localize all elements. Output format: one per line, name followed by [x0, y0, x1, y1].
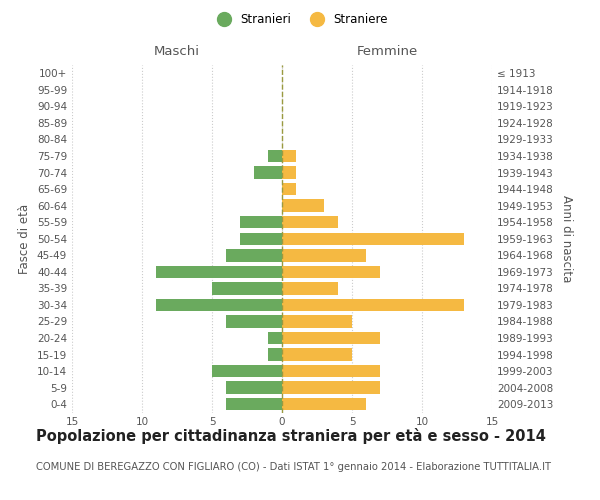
Bar	[282, 266, 380, 278]
Bar	[282, 282, 338, 294]
Bar	[254, 166, 282, 179]
Bar	[212, 282, 282, 294]
Bar	[282, 398, 366, 410]
Bar	[282, 348, 352, 361]
Bar	[282, 298, 464, 311]
Text: Popolazione per cittadinanza straniera per età e sesso - 2014: Popolazione per cittadinanza straniera p…	[36, 428, 546, 444]
Bar	[240, 232, 282, 245]
Bar	[282, 150, 296, 162]
Bar	[282, 216, 338, 228]
Bar	[156, 266, 282, 278]
Bar	[212, 365, 282, 378]
Bar	[268, 150, 282, 162]
Bar	[282, 232, 464, 245]
Y-axis label: Anni di nascita: Anni di nascita	[560, 195, 573, 282]
Bar	[268, 332, 282, 344]
Bar	[226, 398, 282, 410]
Bar	[226, 249, 282, 262]
Bar	[226, 316, 282, 328]
Bar	[282, 200, 324, 212]
Bar	[282, 166, 296, 179]
Text: Maschi: Maschi	[154, 45, 200, 58]
Bar	[240, 216, 282, 228]
Y-axis label: Fasce di età: Fasce di età	[19, 204, 31, 274]
Bar	[268, 348, 282, 361]
Bar	[282, 316, 352, 328]
Bar	[156, 298, 282, 311]
Bar	[282, 249, 366, 262]
Text: COMUNE DI BEREGAZZO CON FIGLIARO (CO) - Dati ISTAT 1° gennaio 2014 - Elaborazion: COMUNE DI BEREGAZZO CON FIGLIARO (CO) - …	[36, 462, 551, 472]
Bar	[226, 382, 282, 394]
Bar	[282, 365, 380, 378]
Bar	[282, 382, 380, 394]
Bar	[282, 183, 296, 196]
Legend: Stranieri, Straniere: Stranieri, Straniere	[207, 8, 393, 31]
Bar	[282, 332, 380, 344]
Text: Femmine: Femmine	[356, 45, 418, 58]
